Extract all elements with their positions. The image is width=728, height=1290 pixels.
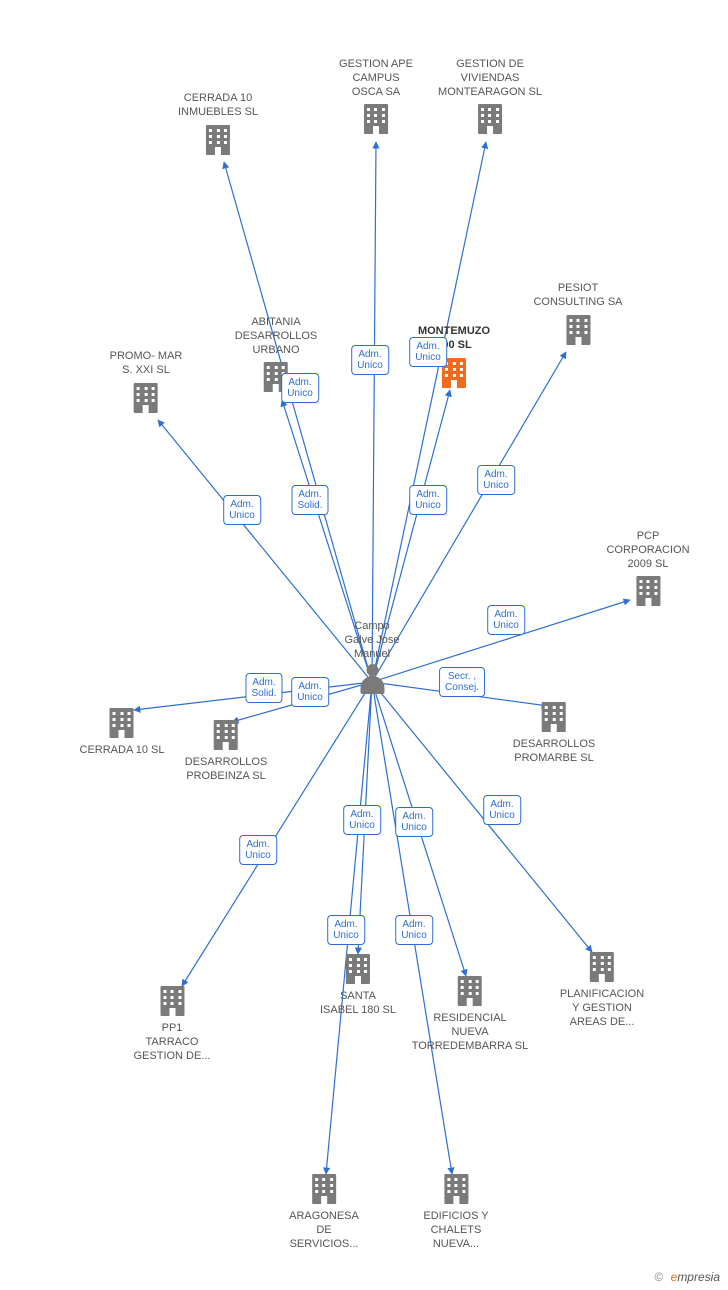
building-icon	[441, 1172, 471, 1206]
edge-label: Adm. Unico	[281, 373, 319, 403]
building-icon	[203, 123, 233, 157]
edge-line	[372, 352, 566, 682]
edge-label: Adm. Unico	[483, 795, 521, 825]
company-node-despromarbe[interactable]: DESARROLLOS PROMARBE SL	[513, 700, 596, 769]
edge-label: Adm. Solid.	[291, 485, 328, 515]
building-icon	[211, 718, 241, 752]
company-label: PCP CORPORACION 2009 SL	[606, 530, 689, 571]
building-icon	[343, 952, 373, 986]
person-node[interactable]: Campo Galve Jose Manuel	[344, 620, 399, 694]
company-node-pp1[interactable]: PP1 TARRACO GESTION DE...	[133, 984, 210, 1066]
brand-rest: mpresia	[677, 1270, 720, 1284]
company-label: PLANIFICACION Y GESTION AREAS DE...	[560, 988, 644, 1029]
building-icon	[309, 1172, 339, 1206]
building-icon	[563, 313, 593, 347]
company-node-probeinza[interactable]: DESARROLLOS PROBEINZA SL	[185, 718, 268, 787]
building-icon	[455, 974, 485, 1008]
company-node-cerrada10sl[interactable]: CERRADA 10 SL	[80, 706, 165, 761]
company-node-pcp[interactable]: PCP CORPORACION 2009 SL	[606, 530, 689, 608]
edge-label: Adm. Unico	[395, 915, 433, 945]
company-node-cerrada10inm[interactable]: CERRADA 10 INMUEBLES SL	[178, 92, 258, 157]
company-node-planif[interactable]: PLANIFICACION Y GESTION AREAS DE...	[560, 950, 644, 1032]
edge-label: Secr. , Consej.	[439, 667, 485, 697]
company-label: ABITANIA DESARROLLOS URBANO	[235, 316, 318, 357]
building-icon	[475, 102, 505, 136]
company-label: GESTION DE VIVIENDAS MONTEARAGON SL	[438, 58, 542, 99]
company-node-resnueva[interactable]: RESIDENCIAL NUEVA TORREDEMBARRA SL	[412, 974, 529, 1056]
building-icon	[361, 102, 391, 136]
edge-label: Adm. Unico	[291, 677, 329, 707]
edge-label: Adm. Unico	[487, 605, 525, 635]
company-label: SANTA ISABEL 180 SL	[320, 990, 396, 1018]
building-icon	[633, 574, 663, 608]
footer-copyright: © empresia	[654, 1270, 720, 1284]
edge-label: Adm. Unico	[409, 337, 447, 367]
company-label: RESIDENCIAL NUEVA TORREDEMBARRA SL	[412, 1012, 529, 1053]
edge-line	[224, 162, 372, 682]
company-label: DESARROLLOS PROMARBE SL	[513, 738, 596, 766]
company-node-santaisabel[interactable]: SANTA ISABEL 180 SL	[320, 952, 396, 1021]
company-label: CERRADA 10 INMUEBLES SL	[178, 92, 258, 120]
company-label: EDIFICIOS Y CHALETS NUEVA...	[423, 1210, 488, 1251]
company-label: PP1 TARRACO GESTION DE...	[133, 1022, 210, 1063]
edge-line	[372, 142, 486, 682]
building-icon	[131, 381, 161, 415]
company-node-edificios[interactable]: EDIFICIOS Y CHALETS NUEVA...	[423, 1172, 488, 1254]
edge-label: Adm. Unico	[327, 915, 365, 945]
edge-label: Adm. Unico	[409, 485, 447, 515]
person-icon	[358, 664, 386, 694]
company-node-gestionape[interactable]: GESTION APE CAMPUS OSCA SA	[339, 58, 413, 136]
edge-label: Adm. Unico	[343, 805, 381, 835]
edge-label: Adm. Solid.	[245, 673, 282, 703]
edge-label: Adm. Unico	[477, 465, 515, 495]
person-label: Campo Galve Jose Manuel	[344, 620, 399, 661]
company-node-promomar[interactable]: PROMO- MAR S. XXI SL	[110, 350, 183, 415]
company-label: GESTION APE CAMPUS OSCA SA	[339, 58, 413, 99]
company-label: ARAGONESA DE SERVICIOS...	[289, 1210, 359, 1251]
company-label: PESIOT CONSULTING SA	[533, 282, 622, 310]
company-node-pesiot[interactable]: PESIOT CONSULTING SA	[533, 282, 622, 347]
edge-label: Adm. Unico	[351, 345, 389, 375]
company-node-aragonesa[interactable]: ARAGONESA DE SERVICIOS...	[289, 1172, 359, 1254]
company-label: DESARROLLOS PROBEINZA SL	[185, 756, 268, 784]
edge-line	[372, 142, 376, 682]
company-label: CERRADA 10 SL	[80, 744, 165, 758]
edge-label: Adm. Unico	[395, 807, 433, 837]
building-icon	[587, 950, 617, 984]
company-label: PROMO- MAR S. XXI SL	[110, 350, 183, 378]
edge-label: Adm. Unico	[239, 835, 277, 865]
building-icon	[157, 984, 187, 1018]
edge-label: Adm. Unico	[223, 495, 261, 525]
building-icon	[107, 706, 137, 740]
company-node-gestionviv[interactable]: GESTION DE VIVIENDAS MONTEARAGON SL	[438, 58, 542, 136]
building-icon	[539, 700, 569, 734]
edge-line	[158, 420, 372, 682]
copyright-symbol: ©	[654, 1270, 663, 1284]
